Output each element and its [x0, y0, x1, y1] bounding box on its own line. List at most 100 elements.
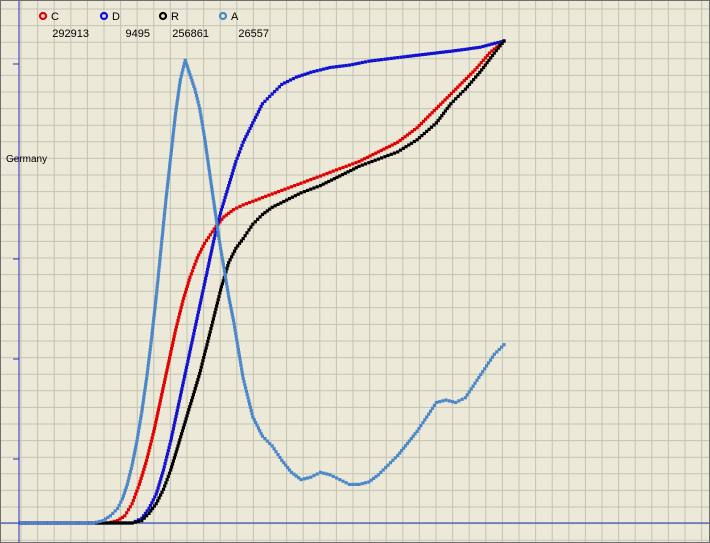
legend-entry-C[interactable]: C 292913: [38, 11, 89, 40]
point-D: [439, 50, 443, 54]
point-R: [360, 163, 364, 167]
point-C: [135, 489, 139, 493]
point-D: [442, 50, 446, 54]
point-C: [125, 511, 129, 515]
point-A: [143, 389, 147, 393]
point-A: [328, 473, 332, 477]
point-A: [227, 294, 231, 299]
point-D: [183, 375, 187, 379]
point-D: [303, 72, 307, 76]
point-A: [108, 514, 112, 518]
point-D: [142, 514, 146, 518]
point-C: [206, 236, 210, 240]
point-D: [143, 511, 147, 515]
point-A: [177, 87, 181, 91]
point-R: [502, 39, 506, 43]
point-A: [187, 70, 191, 74]
point-A: [233, 328, 237, 332]
point-D: [255, 113, 259, 117]
point-R: [183, 420, 187, 424]
point-R: [179, 435, 183, 439]
point-C: [153, 423, 157, 427]
point-A: [429, 409, 433, 413]
point-A: [278, 455, 282, 459]
point-A: [111, 511, 115, 515]
point-A: [180, 71, 184, 75]
point-A: [141, 401, 145, 405]
point-C: [318, 174, 323, 178]
point-A: [120, 497, 124, 501]
point-R: [209, 327, 213, 331]
point-D: [156, 486, 160, 490]
point-A: [150, 328, 154, 333]
point-D: [200, 295, 204, 299]
point-D: [165, 455, 169, 459]
point-C: [382, 147, 386, 151]
point-R: [380, 156, 384, 160]
point-R: [232, 249, 237, 253]
point-C: [120, 515, 124, 519]
point-D: [214, 230, 218, 234]
point-A: [306, 476, 310, 480]
point-D: [270, 92, 274, 96]
point-A: [150, 332, 154, 336]
legend-entry-R[interactable]: R 256861: [158, 11, 209, 40]
point-C: [299, 181, 303, 185]
point-R: [340, 173, 345, 177]
point-A: [235, 341, 239, 345]
legend-entry-D[interactable]: D 9495: [99, 11, 150, 40]
point-A: [152, 313, 156, 317]
point-D: [351, 62, 355, 67]
point-A: [154, 301, 158, 305]
point-A: [215, 224, 219, 228]
point-C: [447, 94, 451, 98]
point-A: [194, 90, 198, 94]
point-D: [169, 439, 173, 443]
point-A: [159, 243, 163, 247]
point-D: [493, 41, 497, 45]
point-C: [123, 514, 127, 518]
point-A: [136, 433, 140, 437]
legend-entry-A[interactable]: A 26557: [218, 11, 269, 40]
point-R: [140, 519, 144, 523]
point-A: [205, 154, 209, 158]
point-A: [211, 197, 215, 201]
point-D: [254, 115, 258, 119]
point-A: [214, 215, 218, 219]
point-A: [405, 441, 409, 446]
point-R: [213, 310, 217, 315]
point-A: [287, 468, 292, 472]
point-A: [341, 479, 345, 483]
point-R: [121, 521, 125, 525]
point-A: [297, 476, 301, 480]
point-R: [327, 179, 331, 184]
point-C: [152, 429, 156, 433]
point-A: [173, 114, 177, 118]
point-A: [393, 456, 397, 460]
point-R: [315, 185, 319, 189]
point-R: [187, 408, 191, 412]
point-C: [331, 169, 335, 173]
point-C: [158, 399, 162, 403]
point-C: [477, 63, 481, 67]
point-C: [238, 204, 242, 209]
point-R: [487, 58, 491, 62]
point-C: [439, 102, 443, 106]
point-C: [417, 124, 421, 128]
point-A: [479, 372, 483, 377]
point-C: [379, 148, 383, 153]
point-C: [485, 53, 489, 58]
point-R: [265, 209, 269, 213]
point-A: [322, 471, 326, 475]
point-A: [145, 370, 149, 374]
point-A: [169, 148, 173, 153]
point-A: [286, 466, 290, 470]
point-C: [371, 153, 375, 157]
point-D: [202, 283, 206, 287]
point-R: [178, 438, 182, 442]
point-A: [374, 475, 378, 479]
point-D: [219, 211, 223, 215]
point-R: [210, 323, 214, 327]
point-A: [200, 119, 204, 123]
